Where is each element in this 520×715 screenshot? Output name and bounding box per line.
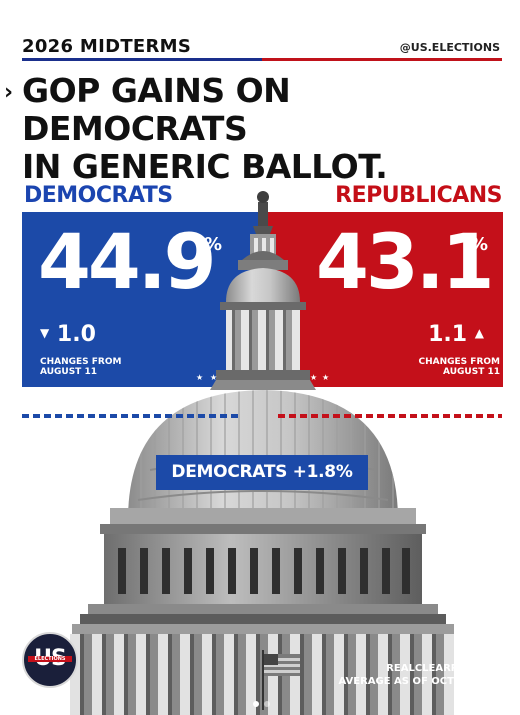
republicans-panel (267, 212, 503, 387)
democrats-change-note: CHANGES FROM AUGUST 11 (40, 357, 121, 377)
header-title: 2026 MIDTERMS (22, 36, 192, 57)
republicans-value: 43.1 (316, 217, 495, 306)
republicans-note-line-2: AUGUST 11 (443, 367, 500, 377)
us-elections-logo: US ELECTIONS (22, 632, 78, 688)
democrats-note-line-2: AUGUST 11 (40, 367, 97, 377)
republicans-percent-sign: % (470, 234, 489, 255)
svg-text:★: ★ (322, 373, 329, 382)
headline: GOP GAINS ON DEMOCRATS IN GENERIC BALLOT… (22, 72, 512, 186)
pager-dot[interactable] (264, 701, 270, 707)
account-handle: @US.ELECTIONS (399, 41, 500, 54)
lead-badge: DEMOCRATS +1.8% (156, 455, 368, 490)
pager-dot[interactable] (253, 701, 259, 707)
republicans-note-line-1: CHANGES FROM (418, 357, 500, 367)
source-line-2: AVERAGE AS OF OCTOBER 17 (338, 676, 502, 687)
democrats-value: 44.9 (38, 217, 217, 306)
headline-line-1: GOP GAINS ON DEMOCRATS (22, 71, 291, 148)
caret-up-icon: ▲ (474, 326, 484, 340)
svg-text:★: ★ (196, 373, 203, 382)
republicans-change-value: 1.1 (428, 322, 468, 347)
header-rule (22, 58, 502, 61)
chevron-right-icon: › (4, 80, 14, 105)
svg-text:★: ★ (210, 373, 217, 382)
logo-band: ELECTIONS (28, 656, 72, 662)
democrats-note-line-1: CHANGES FROM (40, 357, 122, 367)
republicans-change: 1.1 ▲ (428, 322, 484, 347)
blue-dotted-divider (22, 414, 242, 418)
source-note: REALCLEARPOLITICS AVERAGE AS OF OCTOBER … (338, 662, 502, 688)
svg-text:★: ★ (310, 373, 317, 382)
democrats-change: ▼ 1.0 (40, 322, 96, 347)
republicans-label: REPUBLICANS (335, 183, 502, 208)
headline-line-2: IN GENERIC BALLOT. (22, 147, 388, 186)
source-line-1: REALCLEARPOLITICS (386, 663, 502, 674)
democrats-label: DEMOCRATS (24, 183, 173, 208)
republicans-change-note: CHANGES FROM AUGUST 11 (419, 357, 500, 377)
red-dotted-divider (278, 414, 502, 418)
democrats-percent-sign: % (204, 234, 223, 255)
democrats-change-value: 1.0 (56, 322, 96, 347)
carousel-pager[interactable] (253, 692, 275, 711)
caret-down-icon: ▼ (40, 326, 50, 340)
